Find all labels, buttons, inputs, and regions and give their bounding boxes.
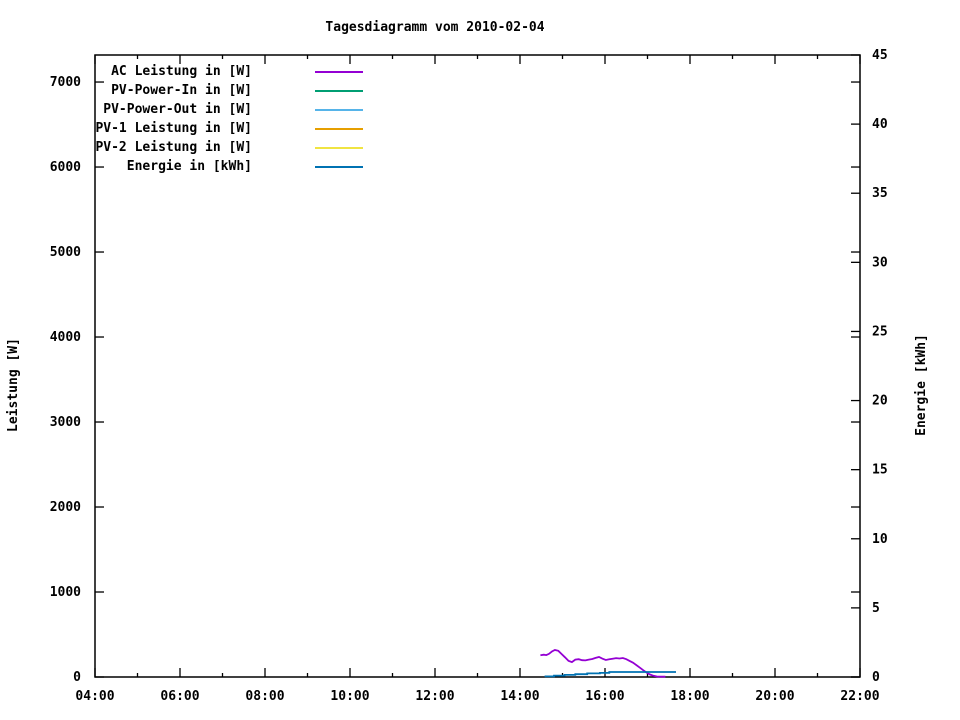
y-axis-left-label: Leistung [W] [6,338,21,432]
legend-item-energie: Energie in [kWh] [0,157,363,176]
y-left-tick-label: 0 [73,670,81,685]
series-line [544,671,676,678]
x-tick-label: 08:00 [245,689,284,704]
legend-line-swatch [315,89,363,92]
y-right-tick-label: 25 [872,324,888,339]
y-left-tick-label: 6000 [50,160,81,175]
legend-label: PV-Power-Out in [W] [103,102,252,117]
x-tick-label: 14:00 [500,689,539,704]
legend-label: AC Leistung in [W] [111,64,252,79]
y-axis-right-label: Energie [kWh] [914,334,929,436]
x-tick-label: 04:00 [75,689,114,704]
y-right-tick-label: 0 [872,670,880,685]
legend-label: PV-1 Leistung in [W] [95,121,252,136]
y-left-tick-label: 2000 [50,500,81,515]
y-left-tick-label: 1000 [50,585,81,600]
y-right-tick-label: 10 [872,532,888,547]
legend-item-pv-power-in: PV-Power-In in [W] [0,81,363,100]
legend-item-ac-leistung: AC Leistung in [W] [0,62,363,81]
series-line [540,649,666,678]
y-right-tick-label: 15 [872,463,888,478]
chart-title: Tagesdiagramm vom 2010-02-04 [325,20,545,35]
x-tick-label: 06:00 [160,689,199,704]
y-right-tick-label: 40 [872,117,888,132]
x-tick-label: 12:00 [415,689,454,704]
x-tick-label: 16:00 [585,689,624,704]
legend-label: Energie in [kWh] [126,159,252,174]
x-tick-label: 20:00 [755,689,794,704]
y-right-tick-label: 5 [872,601,880,616]
legend-label: PV-Power-In in [W] [111,83,252,98]
x-tick-label: 18:00 [670,689,709,704]
x-tick-label: 22:00 [840,689,879,704]
legend-line-swatch [315,165,363,168]
y-right-tick-label: 20 [872,394,888,409]
y-left-tick-label: 7000 [50,75,81,90]
legend-item-pv-power-out: PV-Power-Out in [W] [0,100,363,119]
legend-line-swatch [315,127,363,130]
y-left-tick-label: 3000 [50,415,81,430]
y-right-tick-label: 45 [872,48,888,63]
x-tick-label: 10:00 [330,689,369,704]
legend-label: PV-2 Leistung in [W] [95,140,252,155]
legend-item-pv1-leistung: PV-1 Leistung in [W] [0,119,363,138]
y-right-tick-label: 30 [872,255,888,270]
legend-line-swatch [315,108,363,111]
y-left-tick-label: 4000 [50,330,81,345]
y-left-tick-label: 5000 [50,245,81,260]
legend-item-pv2-leistung: PV-2 Leistung in [W] [0,138,363,157]
legend-line-swatch [315,146,363,149]
chart-legend: AC Leistung in [W] PV-Power-In in [W] PV… [0,62,363,176]
legend-line-swatch [315,70,363,73]
y-right-tick-label: 35 [872,186,888,201]
